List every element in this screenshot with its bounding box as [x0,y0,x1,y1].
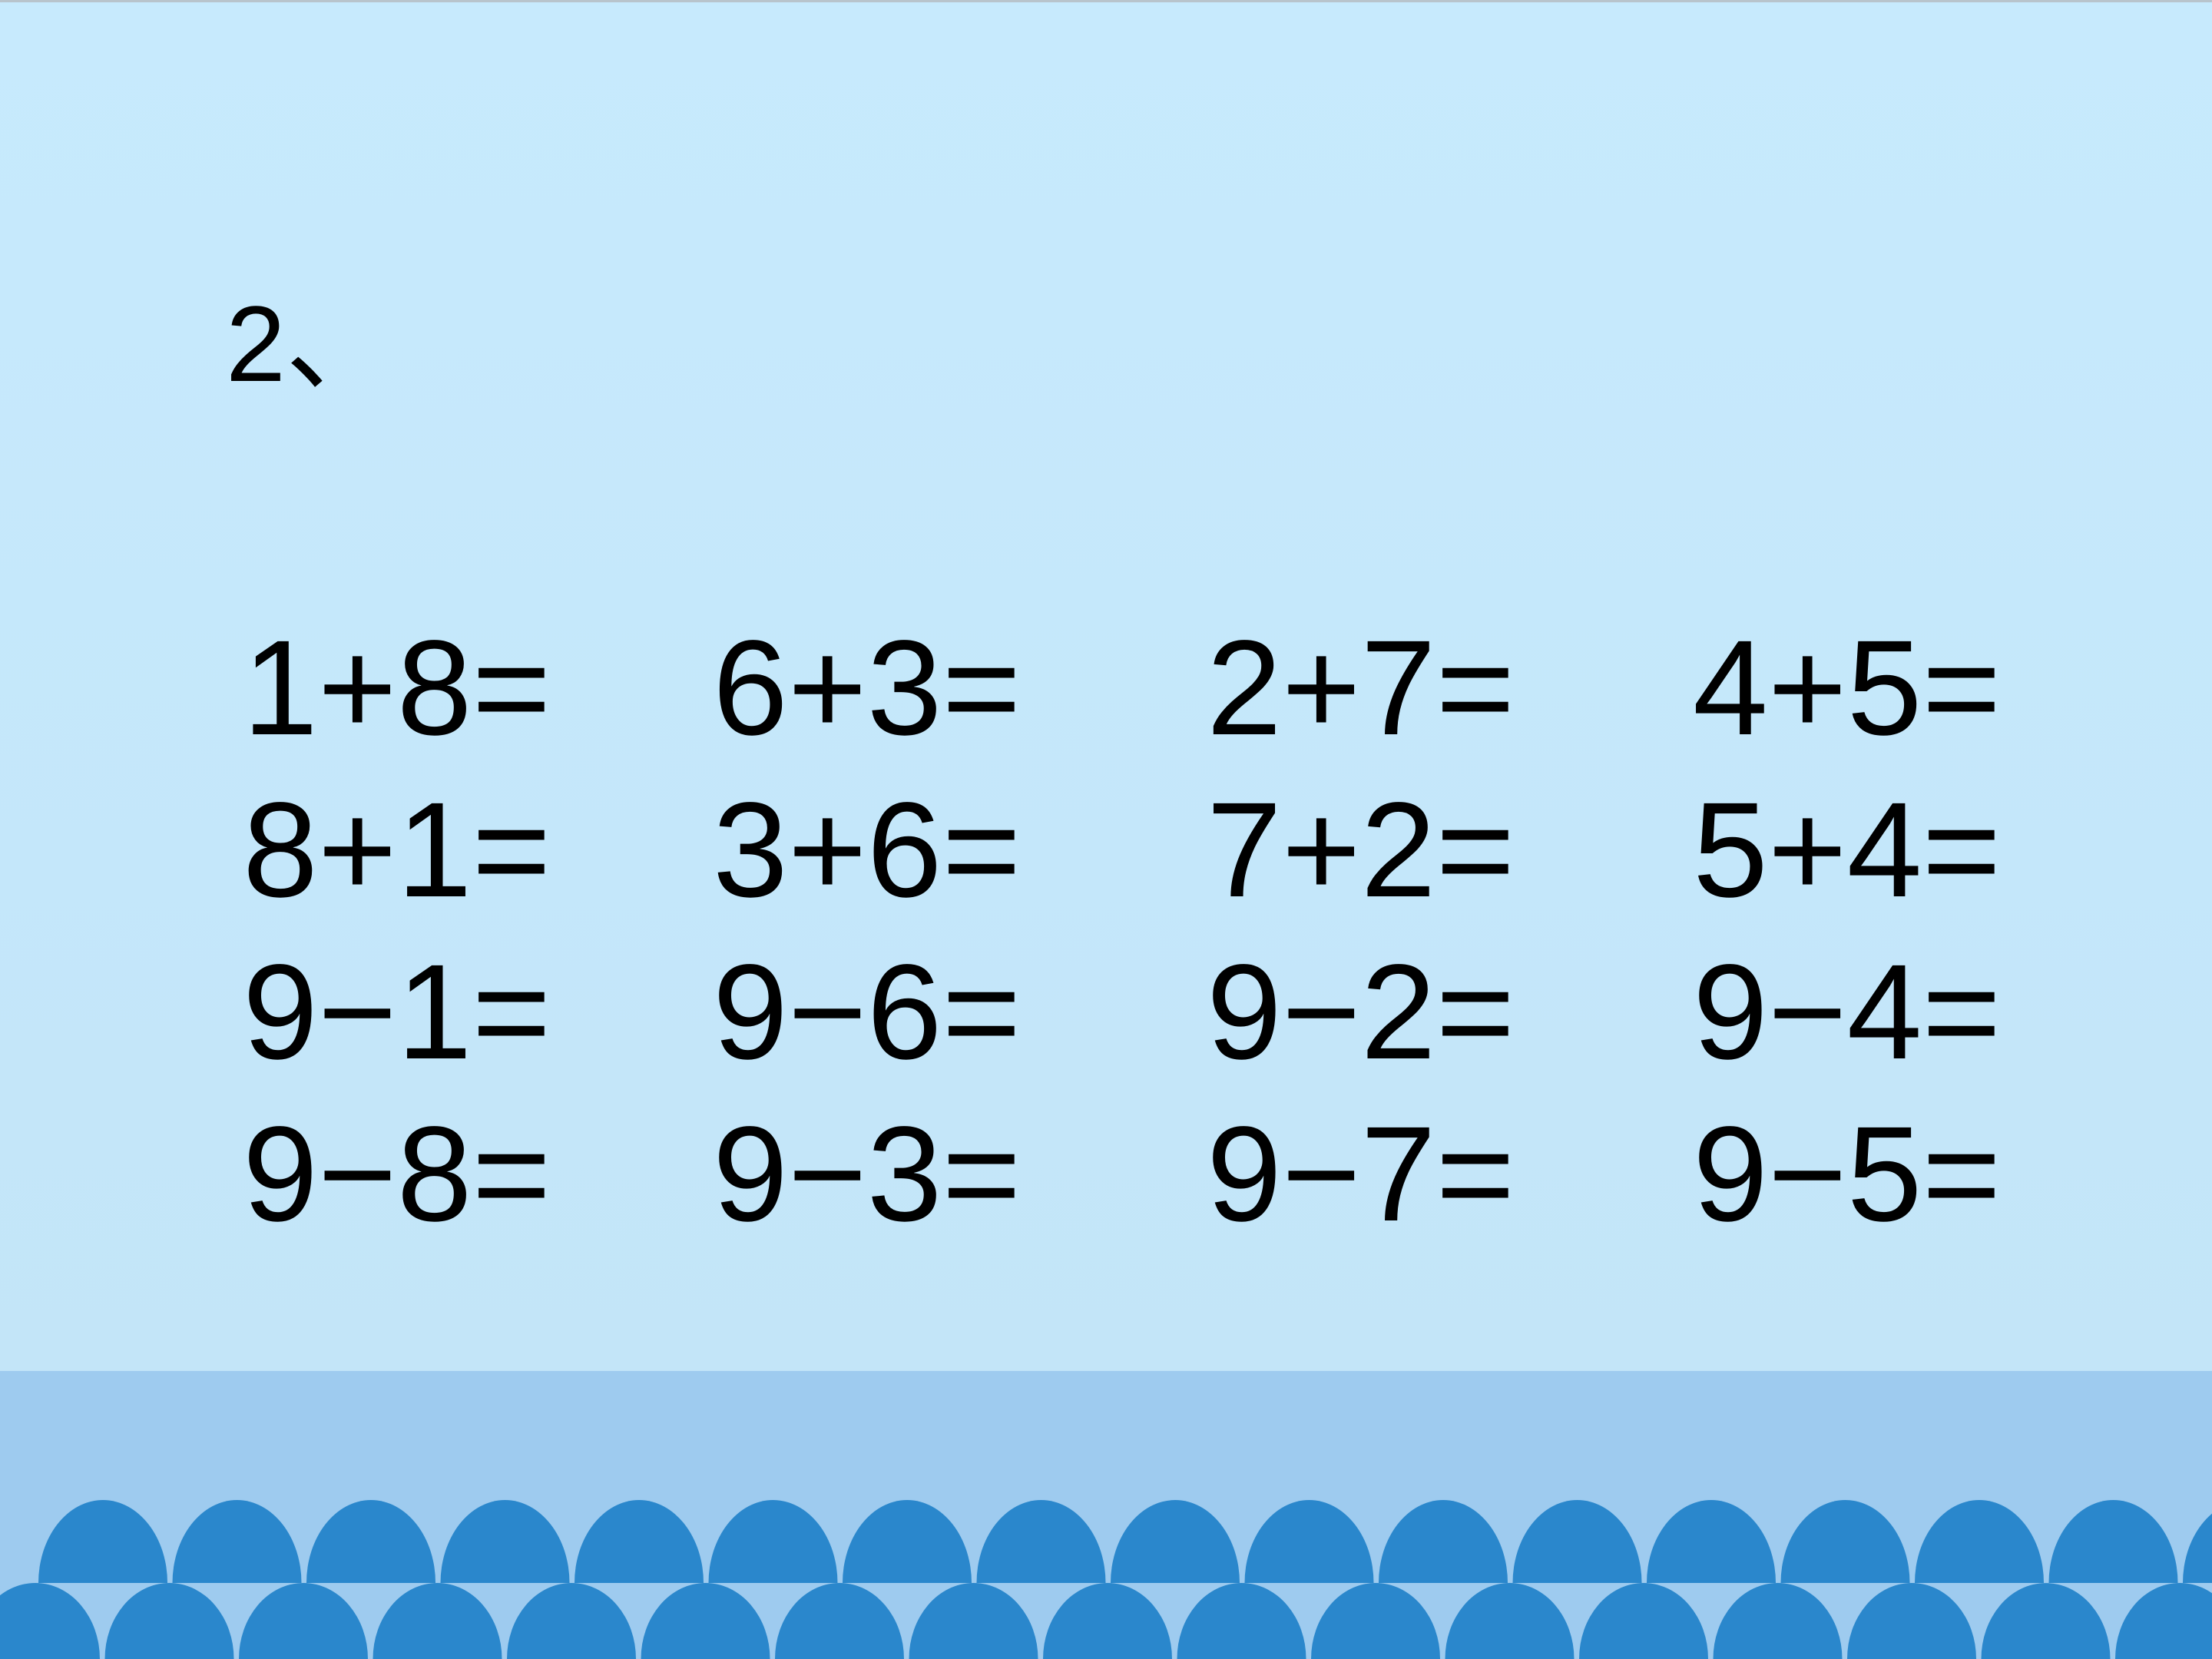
top-border [0,0,2212,2]
scallop-bottom [1713,1583,1843,1659]
scallop-bottom [2115,1583,2212,1659]
equation: 9−6= [713,937,1022,1088]
scallop-bottom [909,1583,1038,1659]
scallop-top [2183,1513,2212,1583]
equation: 2+7= [1207,613,1515,763]
equation: 9−1= [243,937,551,1088]
scallop-top [575,1500,704,1583]
scallop-top [2048,1500,2178,1583]
scallop-bottom [104,1583,234,1659]
equation: 9−7= [1207,1099,1515,1250]
scallop-top [1111,1500,1240,1583]
scallop-bottom [1579,1583,1708,1659]
question-number: 2、 [226,283,393,404]
scallop-bottom [239,1583,368,1659]
scallop-top [976,1500,1106,1583]
scallop-bottom [507,1583,636,1659]
equation: 9−5= [1693,1099,2002,1250]
equation: 9−2= [1207,937,1515,1088]
equation: 8+1= [243,775,551,926]
scallop-bottom [0,1583,100,1659]
scallop-bottom [1981,1583,2111,1659]
scallop-top [440,1500,570,1583]
scallop-top [708,1500,838,1583]
scallop-bottom [1043,1583,1172,1659]
equation: 1+8= [243,613,551,763]
scallop-bottom [641,1583,770,1659]
scallop-top [38,1500,167,1583]
scallop-bottom [1311,1583,1440,1659]
scallop-top [1780,1500,1910,1583]
equation: 7+2= [1207,775,1515,926]
scallop-top [1512,1500,1642,1583]
scallop-bottom [373,1583,502,1659]
equation: 9−4= [1693,937,2002,1088]
scallop-bottom [1177,1583,1306,1659]
scallop-top [1915,1500,2044,1583]
scallop-top [1379,1500,1508,1583]
equation: 9−3= [713,1099,1022,1250]
equation: 4+5= [1693,613,2002,763]
equation: 9−8= [243,1099,551,1250]
equation: 6+3= [713,613,1022,763]
scallop-top [1244,1500,1374,1583]
scallop-top [306,1500,435,1583]
scallop-bottom [775,1583,904,1659]
equation: 5+4= [1693,775,2002,926]
scallop-top [172,1500,302,1583]
scallop-top [843,1500,972,1583]
scallop-top [1647,1500,1776,1583]
scallop-bottom [1847,1583,1976,1659]
equation: 3+6= [713,775,1022,926]
scallop-bottom [1445,1583,1575,1659]
